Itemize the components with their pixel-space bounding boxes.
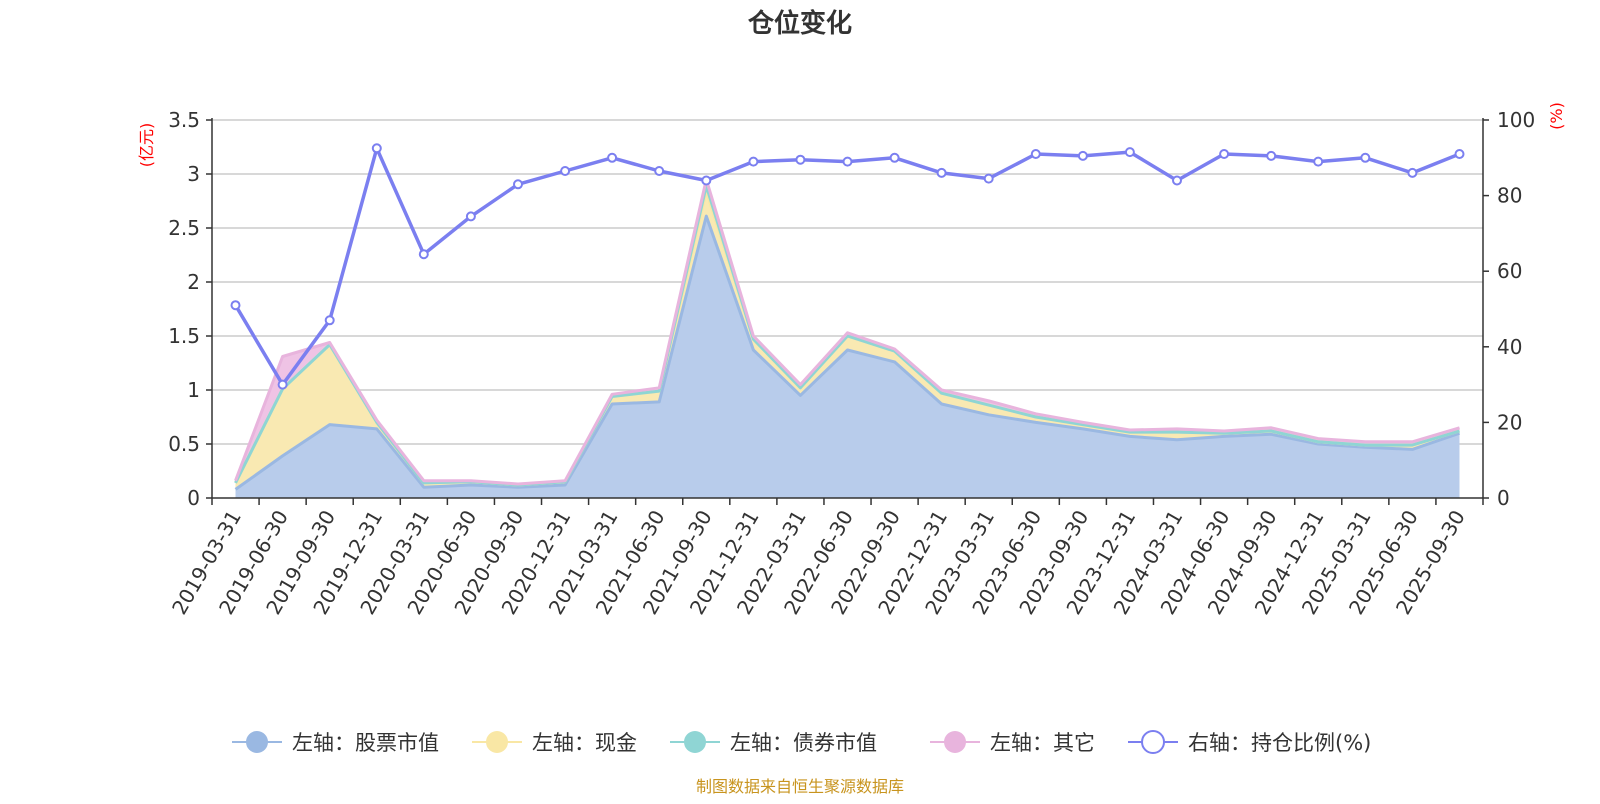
source-footer: 制图数据来自恒生聚源数据库 [696, 777, 904, 796]
legend-label: 左轴：其它 [990, 731, 1095, 755]
holding-ratio-series [230, 143, 1465, 390]
ratio-point [324, 315, 335, 326]
area-line [234, 177, 1460, 486]
left-tick-label: 2.5 [168, 216, 200, 240]
ratio-point [1313, 156, 1324, 167]
area-fill [235, 191, 1460, 499]
left-tick-label: 1.5 [168, 324, 200, 348]
right-tick-label: 40 [1497, 335, 1522, 359]
legend-item[interactable]: 左轴：其它 [930, 731, 1095, 755]
legend-item[interactable]: 右轴：持仓比例(%) [1128, 730, 1371, 755]
ratio-point [936, 167, 947, 178]
left-tick-label: 0 [187, 486, 200, 510]
area-fill [235, 216, 1460, 498]
ratio-point [371, 143, 382, 154]
legend[interactable]: 左轴：股票市值 左轴：现金 左轴：债券市值 左轴：其它 右轴：持仓比例(%) [232, 730, 1371, 755]
ratio-point [465, 211, 476, 222]
ratio-point [654, 166, 665, 176]
legend-swatch-marker [944, 731, 966, 753]
ratio-point [513, 179, 523, 190]
ratio-point [748, 156, 759, 167]
legend-item[interactable]: 左轴：债券市值 [670, 731, 877, 755]
legend-swatch-marker [246, 731, 268, 753]
legend-label: 左轴：现金 [532, 731, 637, 755]
ratio-point [1266, 150, 1277, 161]
left-tick-label: 2 [187, 270, 200, 294]
ratio-point [1407, 167, 1418, 178]
ratio-point [607, 152, 618, 163]
right-tick-label: 100 [1497, 108, 1535, 132]
ratio-point [1360, 152, 1371, 163]
ratio-point [1219, 149, 1230, 159]
ratio-point [1077, 150, 1088, 161]
right-tick-label: 80 [1497, 184, 1522, 208]
legend-item[interactable]: 左轴：现金 [472, 731, 637, 755]
area-line [234, 214, 1460, 491]
ratio-point [418, 249, 429, 260]
legend-swatch-marker [684, 731, 706, 753]
right-axis-unit: (%) [1547, 102, 1566, 130]
left-tick-label: 3 [187, 162, 200, 186]
left-tick-label: 3.5 [168, 108, 200, 132]
right-tick-label: 0 [1497, 486, 1510, 510]
legend-swatch-marker [1141, 730, 1165, 754]
right-tick-label: 20 [1497, 410, 1522, 434]
chart-title: 仓位变化 [747, 8, 852, 39]
legend-item[interactable]: 左轴：股票市值 [232, 731, 439, 755]
area-line [234, 184, 1460, 487]
left-tick-label: 1 [187, 378, 200, 402]
stacked-areas [234, 177, 1460, 499]
ratio-point [889, 152, 900, 163]
legend-label: 右轴：持仓比例(%) [1188, 731, 1371, 755]
right-tick-label: 60 [1497, 259, 1522, 283]
ratio-point [842, 156, 853, 167]
ratio-point [1172, 175, 1182, 186]
ratio-point [1030, 149, 1041, 159]
ratio-point [230, 300, 241, 311]
ratio-point [1454, 149, 1465, 159]
legend-label: 左轴：债券市值 [730, 731, 877, 755]
ratio-point [560, 166, 571, 176]
left-tick-label: 0.5 [168, 432, 200, 456]
left-axis-unit: (亿元) [137, 123, 156, 168]
ratio-point [1124, 147, 1135, 158]
ratio-point [701, 175, 712, 186]
legend-swatch-marker [486, 731, 508, 753]
legend-label: 左轴：股票市值 [292, 731, 439, 755]
ratio-point [277, 379, 288, 390]
ratio-point [795, 154, 806, 165]
ratio-point [983, 173, 994, 184]
